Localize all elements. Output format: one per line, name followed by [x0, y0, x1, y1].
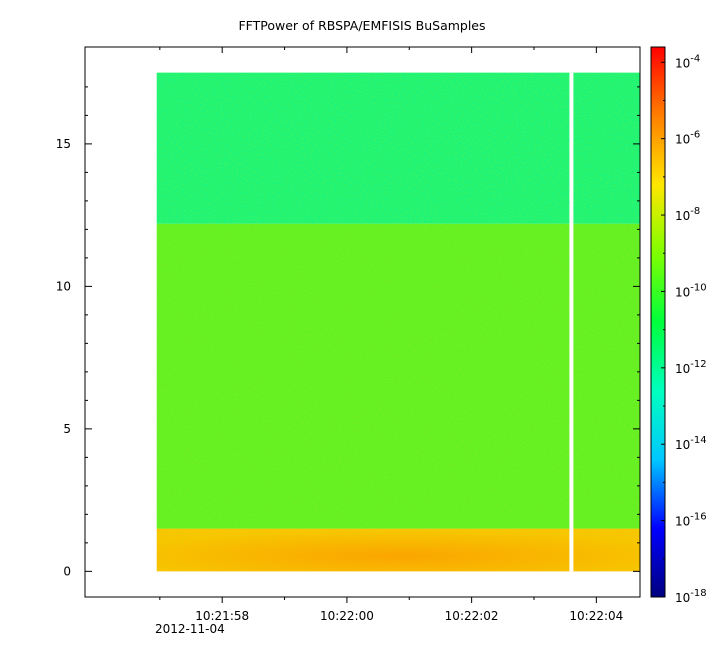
colorbar-tick-label-7: 10-18 [675, 588, 707, 605]
y-tick-label-0: 0 [63, 564, 71, 578]
colorbar-tick-label-5: 10-14 [675, 435, 707, 452]
x-date-label: 2012-11-04 [155, 622, 225, 636]
x-tick-label-1: 10:22:00 [320, 609, 374, 623]
x-tick-label-3: 10:22:04 [569, 609, 623, 623]
x-tick-label-2: 10:22:02 [445, 609, 499, 623]
plot-area [156, 72, 640, 572]
colorbar-tick-label-2: 10-8 [675, 206, 700, 223]
band-texture-2 [156, 72, 640, 224]
plot-frame [84, 46, 641, 598]
colorbar: 10-4 10-6 10-8 10-10 10-12 10-14 10-16 10-18 [650, 46, 707, 605]
colorbar-scale [650, 46, 666, 598]
colorbar-tick-label-3: 10-10 [675, 282, 707, 299]
colorbar-tick-label-0: 10-4 [675, 53, 700, 70]
data-gap [569, 72, 574, 572]
y-axis: 0 5 10 15 [56, 86, 640, 578]
colorbar-tick-label-1: 10-6 [675, 130, 700, 147]
colorbar-tick-label-6: 10-16 [675, 512, 707, 529]
x-axis: 10:21:58 10:22:00 10:22:02 10:22:04 [159, 47, 623, 623]
chart-title: FFTPower of RBSPA/EMFISIS BuSamples [238, 18, 485, 33]
band-core [156, 528, 640, 572]
y-tick-label-3: 15 [56, 137, 71, 151]
colorbar-tick-label-4: 10-12 [675, 359, 707, 376]
y-tick-label-2: 10 [56, 279, 71, 293]
band-texture-1 [156, 223, 640, 529]
x-tick-label-0: 10:21:58 [195, 609, 249, 623]
y-tick-label-1: 5 [63, 422, 71, 436]
